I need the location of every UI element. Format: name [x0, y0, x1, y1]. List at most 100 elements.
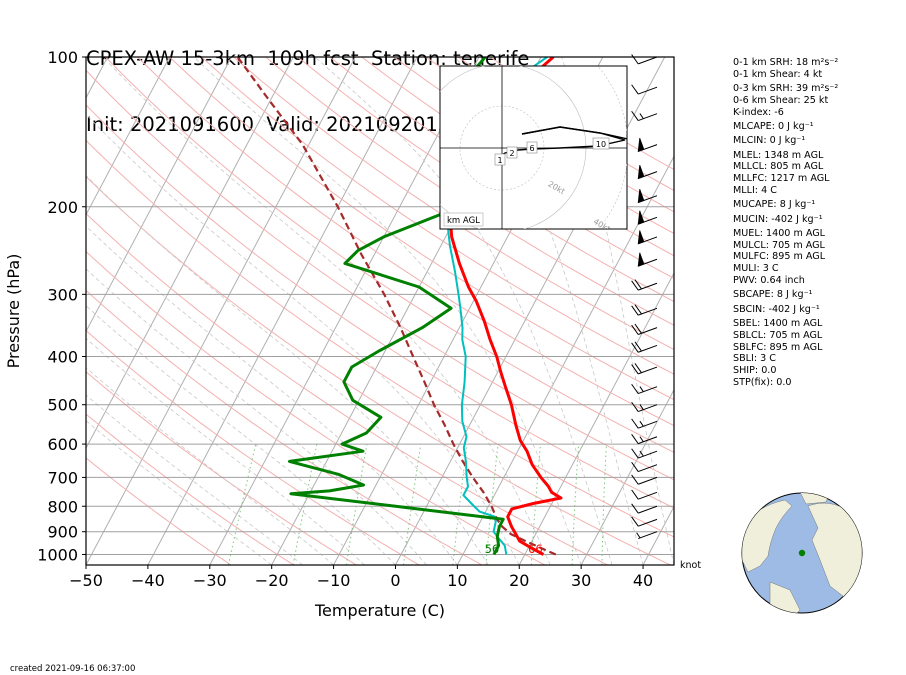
station-marker — [798, 549, 806, 557]
sounding-index: MLLI: 4 C — [733, 184, 777, 196]
wind-barb — [631, 503, 658, 514]
wind-barbs — [631, 54, 658, 540]
x-axis-label: Temperature (C) — [314, 601, 445, 620]
dry-adiabat-line — [233, 57, 674, 350]
sounding-index: PWV: 0.64 inch — [733, 275, 805, 287]
dry-adiabat-line — [86, 212, 608, 565]
locator-globe — [741, 492, 863, 614]
hodograph-label: km AGL — [447, 216, 480, 226]
x-tick-label: −20 — [255, 571, 289, 590]
moist-adiabat-line — [86, 305, 396, 565]
moist-adiabat-line — [86, 113, 520, 565]
moist-adiabat-line — [86, 175, 489, 565]
moist-adiabat-line — [86, 394, 303, 565]
sounding-index: MLCIN: 0 J kg⁻¹ — [733, 135, 806, 147]
isotherm-line — [86, 57, 232, 333]
sounding-index: SBEL: 1400 m AGL — [733, 317, 823, 329]
hodograph-marker-box — [494, 153, 506, 166]
dry-adiabat-line — [169, 57, 674, 401]
wind-barb — [631, 279, 658, 291]
created-timestamp: created 2021-09-16 06:37:00 — [10, 664, 136, 674]
wind-barb — [631, 110, 658, 122]
x-tick-label: −50 — [69, 571, 103, 590]
sounding-index: 0-3 km SRH: 39 m²s⁻² — [733, 83, 839, 95]
y-tick-label: 600 — [47, 435, 78, 454]
sounding-index: MUEL: 1400 m AGL — [733, 227, 826, 239]
hodograph-marker: 10 — [596, 140, 606, 149]
mixing-ratio-line — [530, 444, 541, 565]
wind-barb — [631, 516, 658, 527]
y-tick-label: 500 — [47, 396, 78, 415]
moist-adiabat-line — [86, 420, 272, 565]
y-tick-label: 200 — [47, 198, 78, 217]
dry-adiabat-line — [137, 57, 674, 427]
mixing-ratio-line — [601, 444, 607, 565]
hodograph-marker: 2 — [509, 149, 514, 158]
wind-barb — [631, 341, 658, 353]
y-tick-label: 900 — [47, 523, 78, 542]
wind-barb — [631, 461, 658, 473]
isotherm-line — [209, 57, 480, 565]
sounding-index: SBLCL: 705 m AGL — [733, 329, 823, 341]
y-tick-label: 800 — [47, 497, 78, 516]
wind-barb — [631, 474, 658, 485]
parcel-trace — [236, 57, 557, 556]
hodograph-marker: 6 — [529, 144, 534, 153]
dry-adiabat-line — [105, 57, 674, 453]
wind-barb — [637, 165, 658, 180]
wind-barb — [631, 401, 658, 413]
moist-adiabat-line — [561, 57, 674, 565]
y-tick-label: 700 — [47, 468, 78, 487]
x-tick-label: −40 — [131, 571, 165, 590]
moist-adiabat-line — [454, 57, 644, 565]
sounding-index: MUCAPE: 8 J kg⁻¹ — [733, 199, 816, 211]
isotherm-line — [456, 155, 674, 565]
moist-adiabat-line — [102, 57, 551, 565]
sounding-index: MULFC: 895 m AGL — [733, 251, 826, 263]
moist-adiabat-line — [314, 57, 613, 565]
dry-adiabat-line — [297, 57, 674, 303]
axes: −50 −40 −30 −20 −10 0 10 20 30 40 100 200 300 400 500 6… — [4, 48, 675, 620]
dry-adiabat-line — [265, 57, 674, 326]
dry-adiabat-line — [86, 289, 483, 565]
hodograph-marker: 1 — [497, 156, 502, 165]
plot-frame — [85, 56, 675, 566]
isotherm-line — [580, 388, 674, 565]
dry-adiabat-line — [86, 250, 546, 565]
wind-barb — [637, 137, 658, 153]
mixing-ratio-line — [485, 444, 499, 565]
sounding-index: MULCL: 705 m AGL — [733, 239, 825, 251]
y-tick-label: 1000 — [37, 545, 78, 564]
dry-adiabat-line — [86, 175, 671, 565]
dry-adiabat-line — [329, 57, 674, 279]
x-tick-label: 10 — [447, 571, 467, 590]
wind-barb — [631, 304, 658, 316]
mixing-ratio-line — [571, 444, 580, 565]
surface-dewpoint-label: 56 — [485, 542, 500, 556]
dry-adiabat-line — [86, 104, 674, 509]
wind-barb — [636, 531, 658, 540]
wind-barb — [631, 418, 658, 429]
sounding-indices: 0-1 km SRH: 18 m²s⁻² 0-1 km Shear: 4 kt 0-… — [733, 57, 838, 389]
dry-adiabat-line — [86, 457, 232, 565]
sounding-index: MUCIN: -402 J kg⁻¹ — [733, 213, 823, 225]
sounding-index: SBLFC: 895 m AGL — [733, 341, 823, 353]
y-tick-label: 100 — [47, 48, 78, 67]
sounding-index: MLLFC: 1217 m AGL — [733, 173, 830, 185]
moist-adiabat-line — [86, 268, 427, 565]
y-tick-label: 400 — [47, 348, 78, 367]
sounding-index: MLEL: 1348 m AGL — [733, 149, 824, 161]
wind-barb — [637, 252, 658, 267]
dry-adiabat-line — [201, 57, 674, 375]
sounding-index: 0-1 km Shear: 4 kt — [733, 68, 823, 80]
hodograph-marker-box — [526, 141, 538, 154]
wind-barb — [631, 383, 658, 395]
chart-title-line1: CPEX-AW 15-3km 109h fcst Station: teneri… — [86, 47, 530, 70]
sounding-index: 0-6 km Shear: 25 kt — [733, 94, 829, 106]
mixing-ratio-line — [403, 444, 422, 565]
sounding-index: MLCAPE: 0 J kg⁻¹ — [733, 120, 814, 132]
sounding-index: 0-1 km SRH: 18 m²s⁻² — [733, 57, 839, 68]
x-tick-label: 30 — [571, 571, 591, 590]
x-tick-label: 40 — [633, 571, 653, 590]
